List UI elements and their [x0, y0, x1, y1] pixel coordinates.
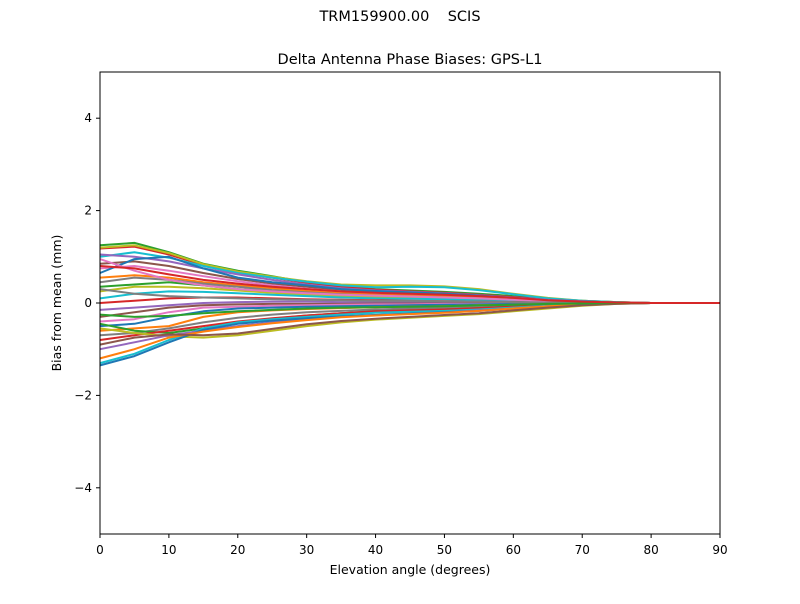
series-lines: [99, 241, 720, 367]
x-tick-label: 70: [575, 543, 590, 557]
chart-title: Delta Antenna Phase Biases: GPS-L1: [278, 52, 543, 68]
y-tick-label: 2: [84, 204, 92, 218]
y-axis-label: Bias from mean (mm): [49, 235, 64, 372]
x-tick-label: 80: [643, 543, 658, 557]
figure-suptitle: TRM159900.00 SCIS: [319, 9, 481, 25]
x-tick-label: 50: [437, 543, 452, 557]
x-tick-label: 10: [161, 543, 176, 557]
x-tick-label: 40: [368, 543, 383, 557]
x-axis-ticks: 0 10 20 30 40 50 60 70 80 90: [96, 534, 728, 557]
x-tick-label: 0: [96, 543, 104, 557]
x-tick-label: 20: [230, 543, 245, 557]
y-tick-label: −4: [74, 481, 92, 495]
x-tick-label: 30: [299, 543, 314, 557]
x-tick-label: 60: [506, 543, 521, 557]
x-axis-label: Elevation angle (degrees): [330, 562, 491, 577]
y-axis-ticks: −4 −2 0 2 4: [74, 111, 100, 495]
plot-frame: [99, 71, 721, 535]
y-tick-label: 0: [84, 296, 92, 310]
x-tick-label: 90: [712, 543, 727, 557]
series-line-32: [99, 265, 720, 304]
y-tick-label: 4: [84, 111, 92, 125]
y-tick-label: −2: [74, 388, 92, 402]
